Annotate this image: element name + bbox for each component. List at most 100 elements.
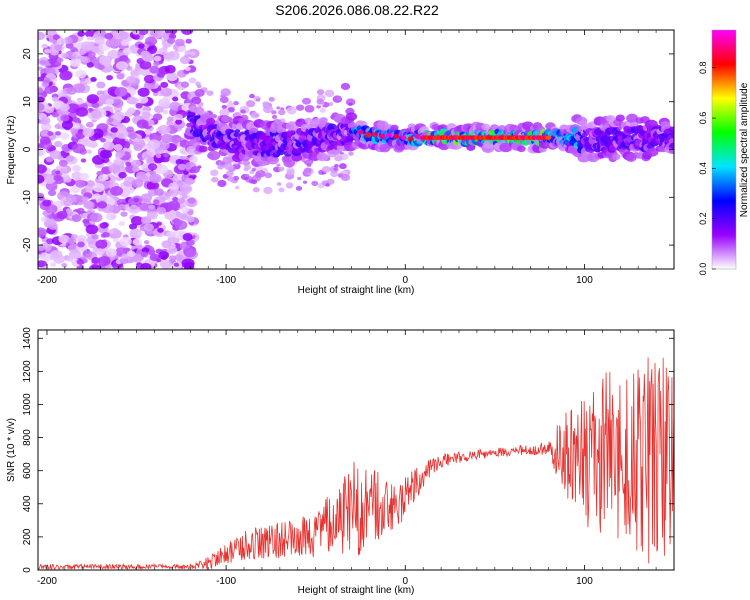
y-tick-label: 1400	[22, 327, 33, 350]
x-tick-label: -100	[216, 275, 236, 286]
spectrogram-cell	[113, 158, 123, 165]
spectrogram-cell	[321, 165, 331, 173]
figure-title: S206.2026.086.08.22.R22	[275, 2, 439, 18]
spectrogram-cell	[94, 36, 105, 45]
spectrogram-cell	[167, 37, 176, 44]
spectrogram-cell	[646, 147, 659, 157]
y-tick-label: 0	[22, 146, 33, 152]
spectrogram-cell	[126, 186, 135, 194]
spectrogram-cell	[71, 214, 82, 222]
spectrogram-cell	[211, 114, 218, 119]
spectrogram-cell	[75, 107, 89, 117]
spectrogram-cell	[81, 196, 89, 202]
spectrogram-cell	[348, 102, 353, 106]
spectrogram-cell	[52, 34, 61, 41]
spectrogram-cell	[295, 104, 305, 111]
spectrogram-cell	[66, 51, 77, 60]
spectrogram-cell	[160, 87, 173, 97]
spectrogram-cell	[251, 179, 258, 185]
spectrogram-cell	[68, 249, 82, 259]
spectrogram-cell	[138, 95, 149, 104]
spectrogram-cell	[116, 73, 125, 80]
spectrogram-cell	[135, 102, 143, 109]
spectrogram-cell	[206, 117, 216, 125]
spectrogram-cell	[183, 247, 197, 258]
spectrogram-cell	[38, 244, 46, 251]
spectrogram-cell	[72, 123, 80, 129]
spectrogram-cell	[615, 114, 625, 122]
spectrogram-cell	[131, 178, 144, 188]
spectrogram-cell	[581, 132, 588, 138]
spectrogram-cell	[127, 107, 136, 114]
y-tick-label: -20	[22, 237, 33, 252]
spectrogram-cell	[516, 145, 526, 153]
y-tick-label: 1000	[22, 393, 33, 416]
spectrogram-cell	[263, 186, 273, 194]
spectrogram-cell	[75, 179, 86, 188]
spectrogram-cell	[108, 229, 115, 234]
spectrogram-cell	[249, 93, 255, 99]
spectrogram-cell	[58, 159, 68, 167]
spectrogram-cell	[168, 255, 177, 262]
spectrogram-cell	[59, 103, 70, 112]
spectrogram-cell	[110, 186, 123, 196]
spectrogram-cell	[132, 30, 140, 35]
spectrogram-cell	[156, 71, 165, 78]
spectrogram-cell	[75, 69, 87, 79]
spectrogram-cell	[86, 62, 94, 68]
spectrogram-cell	[140, 251, 148, 258]
spectrogram-cell	[155, 153, 162, 159]
spectrogram-cell	[105, 248, 117, 257]
spectrogram-cell	[179, 139, 191, 148]
spectrogram-cell	[92, 193, 101, 200]
spectrogram-cell	[160, 81, 169, 89]
snr-xlabel: Height of straight line (km)	[298, 585, 415, 596]
spectrogram-cell	[190, 51, 196, 56]
spectrogram-cell	[304, 104, 315, 113]
spectrogram-cell	[44, 86, 55, 95]
spectrogram-cell	[626, 113, 639, 123]
spectrogram-cell	[76, 99, 85, 105]
spectrogram-cell	[179, 183, 193, 194]
spectrogram-cell	[164, 64, 176, 74]
spectrogram-cell	[147, 204, 155, 210]
spectrogram-cell	[60, 132, 70, 140]
spectrogram-cell	[44, 106, 55, 114]
spectrogram-cell	[385, 132, 393, 138]
spectrogram-cell	[220, 88, 231, 97]
colorbar-bar	[712, 30, 736, 269]
spectrogram-cell	[56, 210, 68, 220]
spectrogram-cell	[168, 182, 179, 191]
spectrogram-cell	[177, 197, 186, 204]
spectrogram-cell	[49, 262, 57, 268]
spectrogram-cell	[157, 30, 166, 37]
spectrogram-cell	[264, 172, 273, 179]
spectrogram-cell	[113, 111, 125, 121]
spectrogram-cell	[39, 252, 50, 261]
spectrogram-cell	[142, 111, 151, 119]
spectrogram-cell	[130, 159, 142, 168]
spectrogram-cell	[181, 194, 188, 199]
spectrogram-cell	[140, 262, 152, 269]
spectrogram-cell	[113, 143, 123, 151]
spectrogram-cell	[133, 197, 140, 203]
spectrogram-cell	[278, 109, 286, 116]
spectrogram-cell	[143, 240, 150, 245]
spectrogram-cell	[134, 66, 141, 72]
spectrogram-cell	[340, 82, 351, 91]
spectrogram-cell	[92, 182, 105, 193]
spectrogram-cell	[99, 222, 108, 229]
spectrogram-cell	[262, 101, 270, 107]
spectrogram-cell	[38, 76, 45, 82]
spectrogram-cell	[60, 168, 67, 174]
spectrogram-cell	[407, 136, 414, 142]
spectrogram-cell	[47, 131, 54, 136]
spectrogram-cell	[153, 61, 160, 67]
spectrogram-cell	[182, 233, 193, 241]
spectrogram-cell	[219, 108, 230, 117]
spectrogram-cell	[90, 45, 101, 54]
spectrogram-cell	[325, 183, 330, 187]
